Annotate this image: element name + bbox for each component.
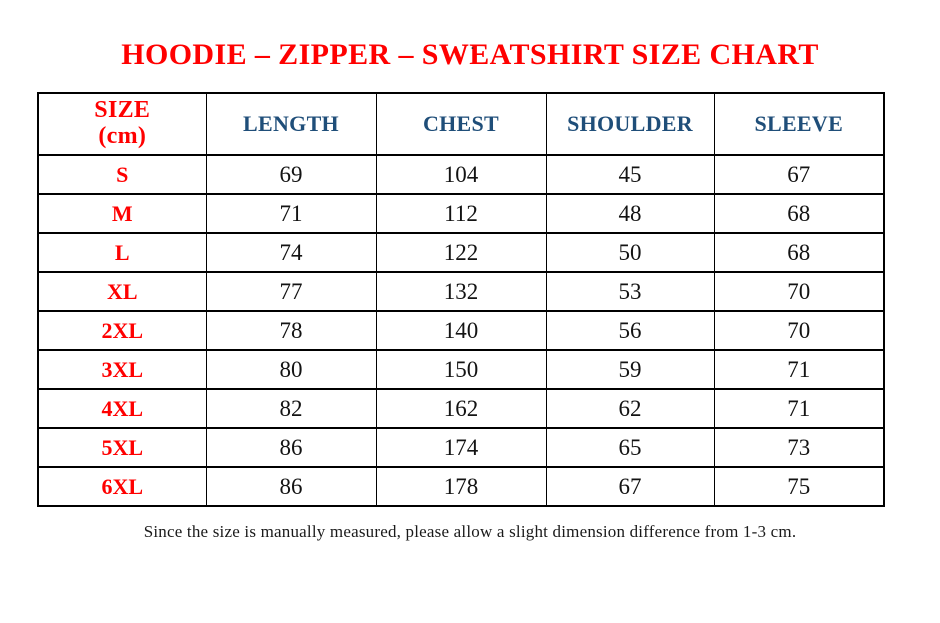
col-header-sleeve: SLEEVE bbox=[713, 92, 885, 156]
length-value: 74 bbox=[205, 232, 377, 273]
shoulder-value: 50 bbox=[545, 232, 715, 273]
chest-value: 132 bbox=[375, 271, 547, 312]
measurement-disclaimer: Since the size is manually measured, ple… bbox=[143, 522, 797, 541]
length-value: 77 bbox=[205, 271, 377, 312]
col-header-shoulder: SHOULDER bbox=[545, 92, 715, 156]
length-value: 71 bbox=[205, 193, 377, 234]
table-row-3xl: 3XL 80 150 59 71 bbox=[37, 349, 885, 390]
sleeve-value: 70 bbox=[713, 310, 885, 351]
size-label: L bbox=[37, 232, 207, 273]
chest-value: 178 bbox=[375, 466, 547, 507]
table-row-6xl: 6XL 86 178 67 75 bbox=[37, 466, 885, 507]
chest-value: 112 bbox=[375, 193, 547, 234]
stray-dot-artifact: . bbox=[471, 38, 474, 52]
length-value: 78 bbox=[205, 310, 377, 351]
sleeve-value: 70 bbox=[713, 271, 885, 312]
size-label: M bbox=[37, 193, 207, 234]
length-value: 86 bbox=[205, 466, 377, 507]
length-value: 82 bbox=[205, 388, 377, 429]
size-label: 5XL bbox=[37, 427, 207, 468]
sleeve-value: 73 bbox=[713, 427, 885, 468]
shoulder-value: 65 bbox=[545, 427, 715, 468]
length-value: 69 bbox=[205, 154, 377, 195]
chest-value: 140 bbox=[375, 310, 547, 351]
sleeve-value: 71 bbox=[713, 388, 885, 429]
table-row-xl: XL 77 132 53 70 bbox=[37, 271, 885, 312]
sleeve-value: 71 bbox=[713, 349, 885, 390]
size-label: S bbox=[37, 154, 207, 195]
col-header-size: SIZE (cm) bbox=[37, 92, 207, 156]
col-header-length: LENGTH bbox=[205, 92, 377, 156]
size-chart-page: . HOODIE – ZIPPER – SWEATSHIRT SIZE CHAR… bbox=[0, 38, 940, 623]
chest-value: 150 bbox=[375, 349, 547, 390]
size-label: 3XL bbox=[37, 349, 207, 390]
size-chart-table: SIZE (cm) LENGTH CHEST SHOULDER SLEEVE S… bbox=[37, 92, 885, 507]
shoulder-value: 48 bbox=[545, 193, 715, 234]
size-header-line1: SIZE bbox=[94, 97, 151, 124]
chest-value: 104 bbox=[375, 154, 547, 195]
size-label: 2XL bbox=[37, 310, 207, 351]
shoulder-value: 59 bbox=[545, 349, 715, 390]
shoulder-value: 62 bbox=[545, 388, 715, 429]
chest-value: 174 bbox=[375, 427, 547, 468]
sleeve-value: 75 bbox=[713, 466, 885, 507]
page-title: HOODIE – ZIPPER – SWEATSHIRT SIZE CHART bbox=[121, 38, 819, 71]
table-row-s: S 69 104 45 67 bbox=[37, 154, 885, 195]
chest-value: 122 bbox=[375, 232, 547, 273]
size-label: 6XL bbox=[37, 466, 207, 507]
shoulder-value: 67 bbox=[545, 466, 715, 507]
sleeve-value: 68 bbox=[713, 232, 885, 273]
table-row-m: M 71 112 48 68 bbox=[37, 193, 885, 234]
sleeve-value: 68 bbox=[713, 193, 885, 234]
table-row-2xl: 2XL 78 140 56 70 bbox=[37, 310, 885, 351]
shoulder-value: 53 bbox=[545, 271, 715, 312]
shoulder-value: 56 bbox=[545, 310, 715, 351]
table-header-row: SIZE (cm) LENGTH CHEST SHOULDER SLEEVE bbox=[37, 92, 885, 156]
sleeve-value: 67 bbox=[713, 154, 885, 195]
table-row-5xl: 5XL 86 174 65 73 bbox=[37, 427, 885, 468]
size-label: 4XL bbox=[37, 388, 207, 429]
shoulder-value: 45 bbox=[545, 154, 715, 195]
length-value: 86 bbox=[205, 427, 377, 468]
table-row-l: L 74 122 50 68 bbox=[37, 232, 885, 273]
table-row-4xl: 4XL 82 162 62 71 bbox=[37, 388, 885, 429]
col-header-chest: CHEST bbox=[375, 92, 547, 156]
size-header-line2: (cm) bbox=[98, 123, 147, 149]
size-label: XL bbox=[37, 271, 207, 312]
length-value: 80 bbox=[205, 349, 377, 390]
chest-value: 162 bbox=[375, 388, 547, 429]
